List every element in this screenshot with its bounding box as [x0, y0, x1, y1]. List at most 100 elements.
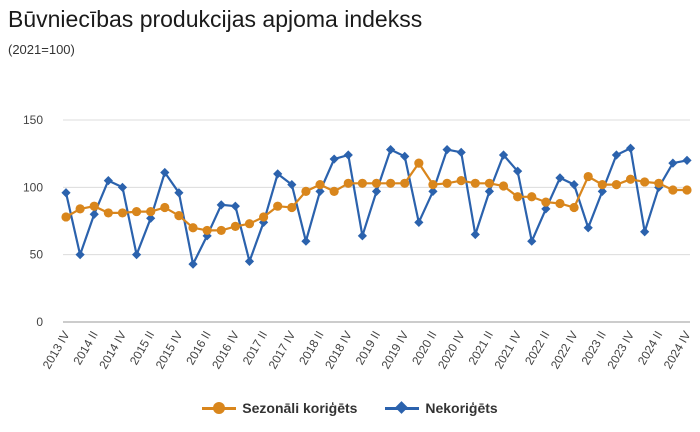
- data-point[interactable]: [583, 223, 593, 233]
- data-point[interactable]: [428, 186, 438, 196]
- x-tick-label: 2014 II: [70, 329, 100, 368]
- data-point[interactable]: [682, 185, 692, 195]
- data-point[interactable]: [117, 182, 128, 192]
- data-point[interactable]: [555, 173, 565, 183]
- data-point[interactable]: [188, 259, 198, 269]
- data-point[interactable]: [287, 180, 297, 190]
- data-point[interactable]: [414, 158, 424, 168]
- data-point[interactable]: [527, 192, 537, 202]
- data-point[interactable]: [484, 186, 495, 196]
- data-point[interactable]: [640, 177, 650, 187]
- x-tick-label: 2022 II: [522, 329, 552, 368]
- data-point[interactable]: [244, 256, 255, 266]
- data-point[interactable]: [61, 212, 71, 222]
- data-point[interactable]: [541, 197, 551, 207]
- data-point[interactable]: [146, 206, 156, 217]
- data-point[interactable]: [386, 178, 396, 188]
- data-point[interactable]: [442, 145, 452, 155]
- data-point[interactable]: [357, 231, 367, 241]
- data-point[interactable]: [131, 206, 142, 217]
- data-point[interactable]: [625, 143, 636, 153]
- legend-item-seasonal[interactable]: Sezonāli koriģēts: [202, 400, 357, 416]
- data-point[interactable]: [498, 181, 509, 191]
- data-point[interactable]: [61, 188, 71, 198]
- data-point[interactable]: [329, 154, 339, 164]
- data-point[interactable]: [75, 204, 85, 214]
- data-point[interactable]: [371, 186, 382, 196]
- x-tick-label: 2019 II: [353, 329, 383, 368]
- legend-label-unadjusted: Nekoriģēts: [425, 400, 498, 416]
- data-point[interactable]: [258, 212, 269, 222]
- data-point[interactable]: [583, 171, 593, 182]
- data-point[interactable]: [611, 180, 622, 190]
- data-point[interactable]: [428, 180, 438, 190]
- data-point[interactable]: [414, 217, 424, 227]
- data-point[interactable]: [273, 169, 283, 179]
- data-point[interactable]: [498, 150, 509, 160]
- data-point[interactable]: [569, 180, 579, 190]
- data-point[interactable]: [117, 208, 128, 218]
- data-point[interactable]: [75, 250, 85, 260]
- data-point[interactable]: [668, 158, 678, 168]
- data-point[interactable]: [230, 201, 240, 211]
- data-point[interactable]: [258, 217, 269, 227]
- data-point[interactable]: [343, 178, 353, 188]
- data-point[interactable]: [625, 174, 636, 184]
- data-point[interactable]: [103, 176, 113, 186]
- data-point[interactable]: [89, 201, 99, 211]
- data-point[interactable]: [513, 166, 523, 176]
- data-point[interactable]: [230, 221, 240, 231]
- data-point[interactable]: [541, 204, 551, 214]
- data-point[interactable]: [160, 167, 170, 178]
- data-point[interactable]: [668, 185, 678, 195]
- data-point[interactable]: [89, 209, 99, 219]
- data-point[interactable]: [611, 150, 622, 160]
- data-point[interactable]: [216, 225, 226, 236]
- data-point[interactable]: [597, 186, 607, 196]
- data-point[interactable]: [682, 155, 692, 165]
- data-point[interactable]: [400, 151, 410, 161]
- data-point[interactable]: [597, 180, 607, 190]
- data-point[interactable]: [216, 200, 226, 210]
- data-point[interactable]: [470, 178, 480, 188]
- data-point[interactable]: [555, 198, 565, 209]
- data-point[interactable]: [640, 227, 650, 237]
- data-point[interactable]: [470, 229, 480, 240]
- data-point[interactable]: [202, 225, 212, 236]
- data-point[interactable]: [386, 145, 396, 155]
- data-point[interactable]: [315, 186, 325, 196]
- x-tick-label: 2016 II: [183, 329, 213, 368]
- x-tick-label: 2015 II: [127, 329, 157, 368]
- data-point[interactable]: [174, 188, 184, 198]
- data-point[interactable]: [146, 213, 156, 223]
- data-point[interactable]: [456, 147, 466, 157]
- x-tick-label: 2024 IV: [661, 329, 694, 372]
- data-point[interactable]: [456, 176, 466, 186]
- data-point[interactable]: [174, 211, 184, 221]
- series-group: [61, 143, 692, 269]
- data-point[interactable]: [484, 178, 495, 188]
- data-point[interactable]: [400, 178, 410, 188]
- data-point[interactable]: [654, 178, 664, 188]
- data-point[interactable]: [527, 236, 537, 246]
- data-point[interactable]: [103, 208, 113, 218]
- data-point[interactable]: [244, 219, 255, 229]
- data-point[interactable]: [273, 201, 283, 211]
- data-point[interactable]: [315, 180, 325, 190]
- data-point[interactable]: [343, 150, 353, 160]
- data-point[interactable]: [329, 186, 339, 196]
- data-point[interactable]: [442, 178, 452, 188]
- data-point[interactable]: [513, 192, 523, 202]
- data-point[interactable]: [301, 236, 311, 246]
- data-point[interactable]: [569, 202, 579, 213]
- data-point[interactable]: [188, 223, 198, 233]
- data-point[interactable]: [131, 250, 142, 260]
- x-tick-label: 2013 IV: [40, 329, 73, 372]
- legend-item-unadjusted[interactable]: Nekoriģēts: [385, 400, 498, 416]
- data-point[interactable]: [287, 202, 297, 213]
- y-axis-ticks: 0 50 100 150: [23, 113, 43, 329]
- data-point[interactable]: [160, 202, 170, 213]
- data-point[interactable]: [371, 178, 382, 188]
- data-point[interactable]: [357, 178, 367, 188]
- data-point[interactable]: [301, 186, 311, 196]
